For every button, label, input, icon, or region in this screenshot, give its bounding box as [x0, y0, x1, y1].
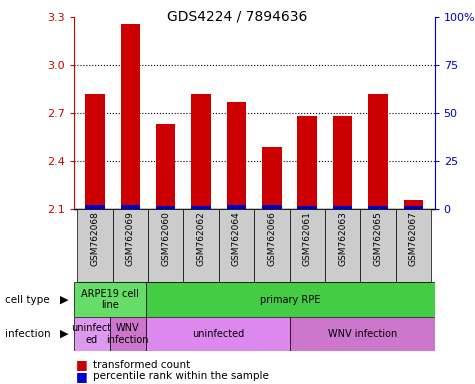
FancyBboxPatch shape — [113, 209, 148, 282]
Text: GSM762061: GSM762061 — [303, 212, 312, 266]
Bar — [297, 206, 317, 209]
Bar — [262, 205, 282, 209]
Text: WNV
infection: WNV infection — [106, 323, 149, 345]
Text: GSM762064: GSM762064 — [232, 212, 241, 266]
Bar — [297, 116, 317, 209]
FancyBboxPatch shape — [183, 209, 218, 282]
Bar — [121, 24, 140, 209]
FancyBboxPatch shape — [146, 282, 435, 317]
Bar — [191, 206, 211, 209]
Text: primary RPE: primary RPE — [260, 295, 321, 305]
Text: ARPE19 cell
line: ARPE19 cell line — [81, 289, 139, 310]
Text: uninfect
ed: uninfect ed — [72, 323, 112, 345]
FancyBboxPatch shape — [254, 209, 290, 282]
Bar — [368, 94, 388, 209]
Text: ▶: ▶ — [60, 329, 69, 339]
FancyBboxPatch shape — [110, 317, 146, 351]
FancyBboxPatch shape — [290, 317, 435, 351]
Bar — [85, 94, 104, 209]
Text: uninfected: uninfected — [192, 329, 244, 339]
Bar — [262, 147, 282, 209]
Text: GDS4224 / 7894636: GDS4224 / 7894636 — [167, 10, 308, 23]
Bar — [85, 205, 104, 209]
Bar — [333, 116, 352, 209]
FancyBboxPatch shape — [290, 209, 325, 282]
Bar — [191, 94, 211, 209]
Bar — [121, 205, 140, 209]
FancyBboxPatch shape — [396, 209, 431, 282]
FancyBboxPatch shape — [146, 317, 290, 351]
Bar — [156, 206, 175, 209]
Bar — [227, 102, 246, 209]
Text: transformed count: transformed count — [93, 360, 190, 370]
Text: infection: infection — [5, 329, 50, 339]
Text: GSM762060: GSM762060 — [161, 212, 170, 266]
Text: percentile rank within the sample: percentile rank within the sample — [93, 371, 268, 381]
Text: GSM762069: GSM762069 — [126, 212, 135, 266]
FancyBboxPatch shape — [77, 209, 113, 282]
Bar — [368, 206, 388, 209]
Text: GSM762062: GSM762062 — [197, 212, 206, 266]
Text: GSM762063: GSM762063 — [338, 212, 347, 266]
Bar — [227, 205, 246, 209]
Text: GSM762066: GSM762066 — [267, 212, 276, 266]
FancyBboxPatch shape — [325, 209, 361, 282]
Text: ■: ■ — [76, 358, 88, 371]
Text: GSM762067: GSM762067 — [409, 212, 418, 266]
Text: ■: ■ — [76, 370, 88, 383]
Bar — [404, 200, 423, 209]
FancyBboxPatch shape — [74, 282, 146, 317]
Bar — [156, 124, 175, 209]
Bar — [333, 206, 352, 209]
Text: GSM762065: GSM762065 — [373, 212, 382, 266]
Text: ▶: ▶ — [60, 295, 69, 305]
Text: cell type: cell type — [5, 295, 49, 305]
FancyBboxPatch shape — [74, 317, 110, 351]
Text: WNV infection: WNV infection — [328, 329, 397, 339]
FancyBboxPatch shape — [218, 209, 254, 282]
FancyBboxPatch shape — [361, 209, 396, 282]
Text: GSM762068: GSM762068 — [90, 212, 99, 266]
Bar — [404, 207, 423, 209]
FancyBboxPatch shape — [148, 209, 183, 282]
